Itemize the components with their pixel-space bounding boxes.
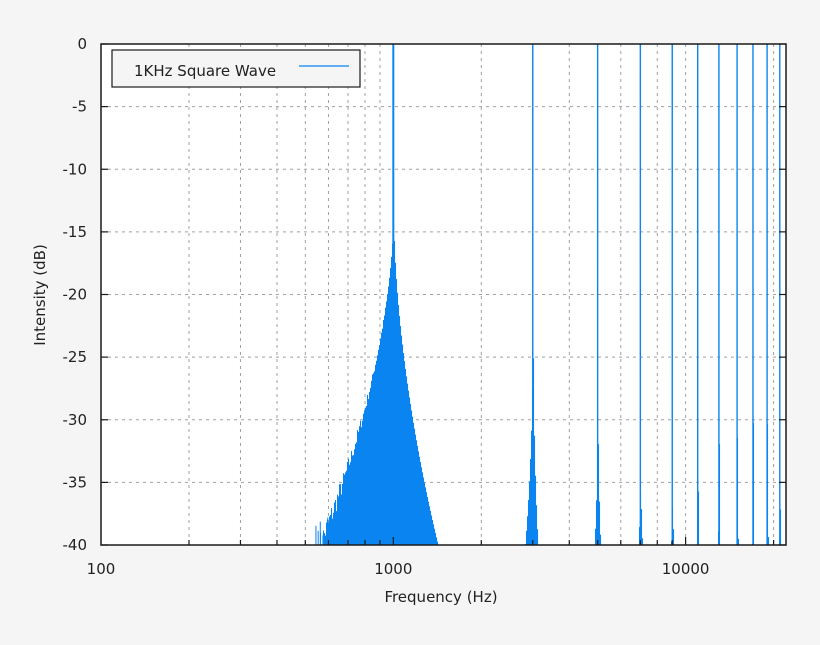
y-tick-label: -25 (63, 348, 88, 366)
legend-box (111, 49, 361, 88)
y-axis-label: Intensity (dB) (31, 244, 49, 346)
grid-lines (101, 44, 786, 545)
x-tick-label: 1000 (374, 560, 412, 578)
legend-label: 1KHz Square Wave (134, 62, 276, 80)
y-tick-label: -20 (63, 286, 88, 304)
y-tick-label: -15 (63, 223, 88, 241)
y-tick-label: -40 (63, 536, 88, 554)
x-axis-label: Frequency (Hz) (384, 588, 497, 606)
axis-ticks (101, 43, 786, 546)
y-tick-label: -30 (63, 411, 88, 429)
y-tick-label: -5 (72, 98, 87, 116)
x-axis-tick-labels: 100 1000 10000 (87, 560, 710, 578)
series-1khz-square-wave (315, 44, 782, 545)
y-tick-label: -35 (63, 473, 88, 491)
legend: 1KHz Square Wave (111, 49, 361, 88)
y-axis-tick-labels: 0 -5 -10 -15 -20 -25 -30 -35 -40 (63, 35, 88, 554)
x-tick-label: 100 (87, 560, 116, 578)
x-tick-label: 10000 (662, 560, 710, 578)
y-tick-label: -10 (63, 160, 88, 178)
y-tick-label: 0 (77, 35, 87, 53)
